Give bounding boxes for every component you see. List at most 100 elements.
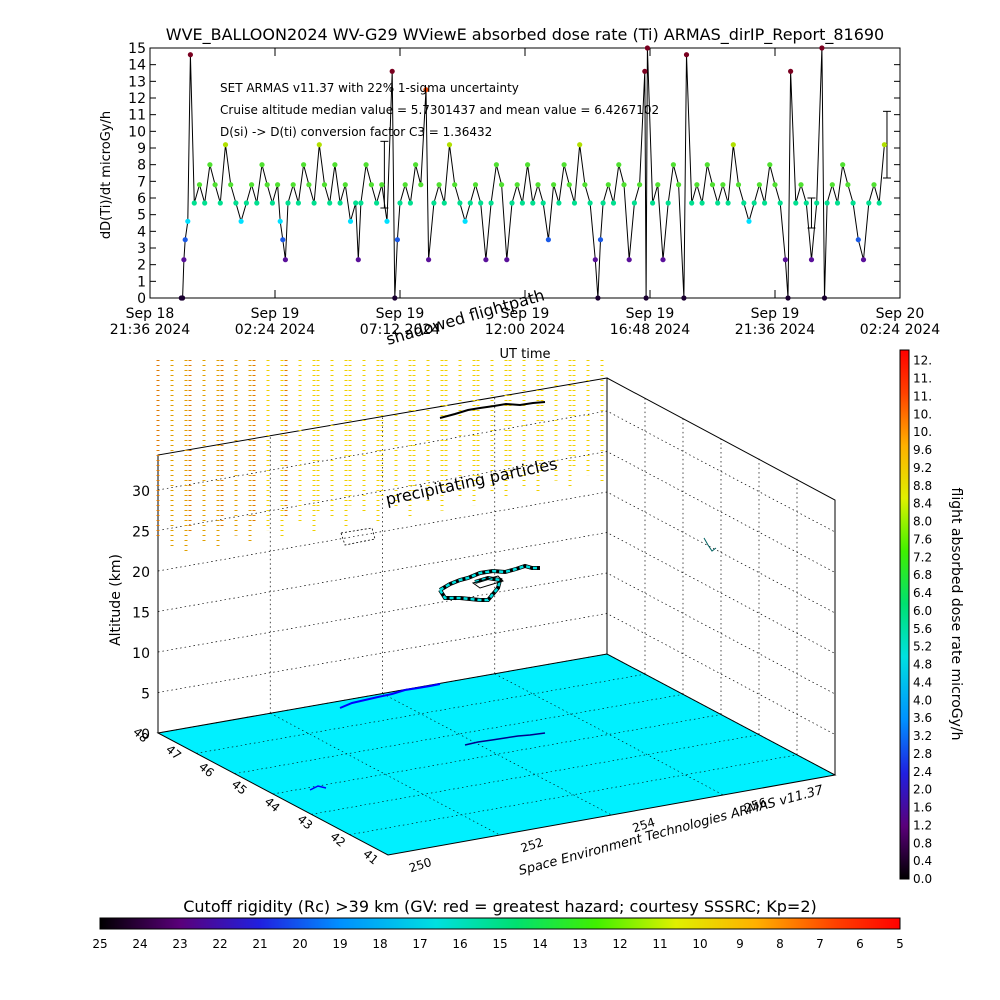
dose-rate-point [621, 182, 627, 188]
dose-rate-point [798, 182, 804, 188]
dose-rate-point [756, 182, 763, 188]
dose-rate-point [493, 162, 499, 168]
cutoff-colorbar-tick: 8 [776, 937, 784, 951]
dose-rate-point [280, 237, 286, 243]
dose-rate-point [488, 200, 494, 206]
dose-colorbar-tick: 2.8 [913, 747, 932, 761]
y-tick-label: 5 [137, 208, 146, 224]
x-tick-time: 02:24 2024 [860, 322, 941, 338]
dose-rate-point [694, 182, 700, 188]
cutoff-colorbar-tick: 14 [532, 937, 547, 951]
floor-grid-line [311, 734, 760, 815]
dose-rate-point [413, 162, 419, 168]
altitude-tick-label: 5 [141, 687, 150, 703]
dose-rate-point [670, 162, 677, 168]
y-tick-label: 12 [128, 91, 146, 107]
dose-rate-point [751, 200, 757, 206]
dose-rate-point [217, 200, 223, 206]
dose-rate-point [777, 200, 783, 206]
dose-colorbar-tick: 9.2 [913, 461, 932, 475]
cutoff-colorbar-tick: 5 [896, 937, 904, 951]
dose-rate-series [178, 45, 888, 301]
x-tick-date: Sep 19 [501, 306, 550, 322]
dose-colorbar-tick: 8.8 [913, 479, 932, 493]
dose-colorbar-tick: 6.4 [913, 586, 932, 600]
dose-colorbar-tick: 4.0 [913, 693, 932, 707]
wall-grid [157, 395, 836, 776]
altitude-ticks: 0 5 10 15 20 25 30 [132, 484, 150, 743]
floor-grid-line [234, 694, 684, 774]
dose-colorbar-tick: 11. [913, 372, 932, 386]
x-tick-date: Sep 19 [751, 306, 800, 322]
dose-rate-point [355, 257, 361, 263]
dose-rate-point [762, 200, 768, 206]
dose-colorbar-tick: 0.8 [913, 836, 932, 850]
cutoff-colorbar-tick: 19 [332, 937, 347, 951]
dose-rate-point [457, 200, 463, 206]
x-tick-time: 21:36 2024 [735, 322, 816, 338]
dose-rate-point [600, 200, 606, 206]
dose-rate-point [819, 45, 825, 51]
cutoff-rigidity-floor [156, 653, 837, 856]
dose-colorbar-tick: 10. [913, 425, 932, 439]
dose-rate-point [592, 257, 598, 263]
y-tick-label: 14 [128, 58, 146, 74]
precipitating-particles-label: precipitating particles [384, 454, 559, 509]
dose-colorbar-tick: 0.4 [913, 854, 932, 868]
dose-rate-point [462, 218, 468, 224]
shadow-box [340, 527, 376, 546]
x-tick-date: Sep 19 [626, 306, 675, 322]
dose-rate-point [379, 182, 385, 188]
flight-track-floor-segment [464, 732, 546, 746]
dose-rate-point [610, 200, 617, 206]
flight-track-floor-mark [309, 785, 327, 791]
dose-rate-point [845, 182, 851, 188]
dose-rate-point [228, 182, 234, 188]
dose-rate-point [577, 142, 583, 148]
dose-rate-point [472, 182, 479, 188]
dose-rate-point [834, 200, 841, 206]
precipitating-particle-columns [156, 360, 604, 555]
dose-rate-point [275, 182, 281, 188]
dose-colorbar-tick: 1.6 [913, 801, 932, 815]
cutoff-colorbar-tick: 13 [572, 937, 587, 951]
dose-rate-point [397, 200, 403, 206]
cutoff-colorbar-gradient [99, 917, 901, 930]
dose-rate-point [785, 295, 791, 301]
dose-rate-point [855, 237, 861, 243]
dose-rate-point [676, 182, 682, 188]
dose-rate-point [605, 182, 611, 188]
dose-colorbar-tick: 6.8 [913, 568, 932, 582]
dose-rate-point [595, 295, 601, 301]
dose-rate-point [407, 200, 413, 206]
dose-rate-point [650, 200, 656, 206]
dose-rate-point [202, 200, 208, 206]
altitude-tick-label: 25 [132, 525, 150, 541]
dose-rate-point [814, 200, 820, 206]
dose-rate-point [402, 182, 408, 188]
dose-rate-timeseries: WVE_BALLOON2024 WV-G29 WViewE absorbed d… [99, 25, 940, 362]
dose-rate-point [423, 87, 429, 93]
altitude-tick-label: 20 [132, 565, 150, 581]
cutoff-colorbar-tick: 9 [736, 937, 744, 951]
dose-rate-point [337, 200, 343, 206]
dose-rate-point [509, 200, 515, 206]
dose-rate-point [866, 200, 872, 206]
dose-rate-point [637, 182, 643, 188]
y-tick-label: 2 [137, 258, 146, 274]
dose-rate-point [829, 182, 835, 188]
longitude-tick-label: 250 [407, 855, 433, 875]
dose-rate-point [295, 200, 301, 206]
dose-rate-point [803, 200, 809, 206]
dose-rate-point [683, 52, 690, 58]
dose-colorbar-label: flight absorbed dose rate microGy/h [948, 488, 964, 741]
cutoff-colorbar-tick: 10 [692, 937, 707, 951]
dose-rate-point [180, 295, 186, 301]
longitude-tick-label: 254 [631, 815, 657, 835]
dose-colorbar-tick: 5.2 [913, 640, 932, 654]
dose-rate-point [788, 68, 794, 74]
altitude-grid-line [157, 572, 836, 695]
